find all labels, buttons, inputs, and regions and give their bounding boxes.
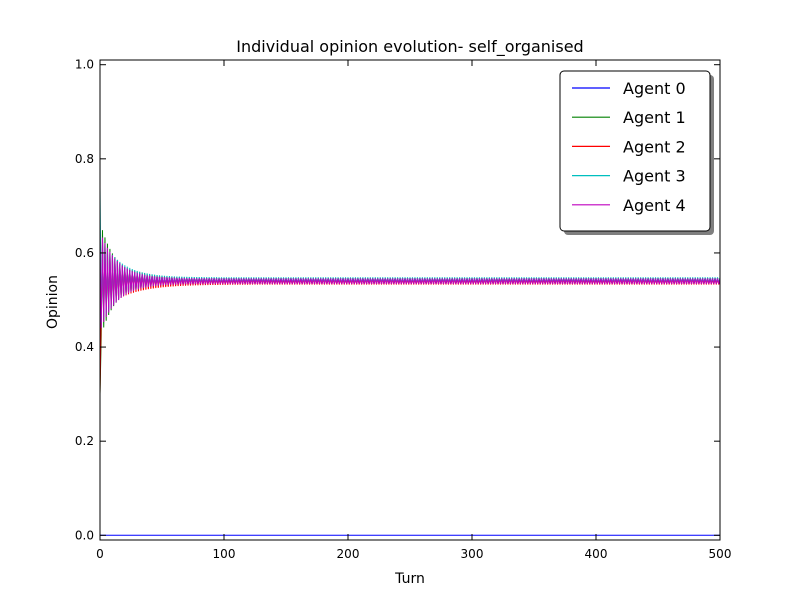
y-tick-label: 0.2 xyxy=(75,434,94,448)
legend-label: Agent 0 xyxy=(623,79,686,98)
x-tick-label: 0 xyxy=(96,547,104,561)
y-tick-label: 1.0 xyxy=(75,58,94,72)
legend-label: Agent 4 xyxy=(623,196,686,215)
plot-frame xyxy=(99,59,721,541)
x-tick-label: 100 xyxy=(213,547,236,561)
series-layer xyxy=(100,187,720,536)
legend-label: Agent 1 xyxy=(623,108,686,127)
y-axis-title: Opinion xyxy=(45,275,61,329)
y-tick-label: 0.0 xyxy=(75,528,94,542)
legend: Agent 0 Agent 1 Agent 2 Agent 3 Agent 4 xyxy=(559,70,714,235)
y-tick-label: 0.4 xyxy=(75,340,94,354)
y-tick-label: 0.6 xyxy=(75,246,94,260)
x-tick-label: 500 xyxy=(709,547,732,561)
legend-box xyxy=(559,70,711,232)
y-tick-label: 0.8 xyxy=(75,152,94,166)
x-axis-title: Turn xyxy=(394,571,425,587)
x-tick-label: 400 xyxy=(585,547,608,561)
chart-title: Individual opinion evolution- self_organ… xyxy=(236,37,583,57)
x-tick-label: 200 xyxy=(337,547,360,561)
x-tick-label: 300 xyxy=(461,547,484,561)
series-line-agent-4 xyxy=(100,237,720,328)
legend-label: Agent 2 xyxy=(623,137,686,156)
legend-label: Agent 3 xyxy=(623,167,686,186)
tick-layer: 0 100 200 300 400 500 0.0 0.2 0.4 0.6 0.8 1.0 xyxy=(75,58,732,561)
